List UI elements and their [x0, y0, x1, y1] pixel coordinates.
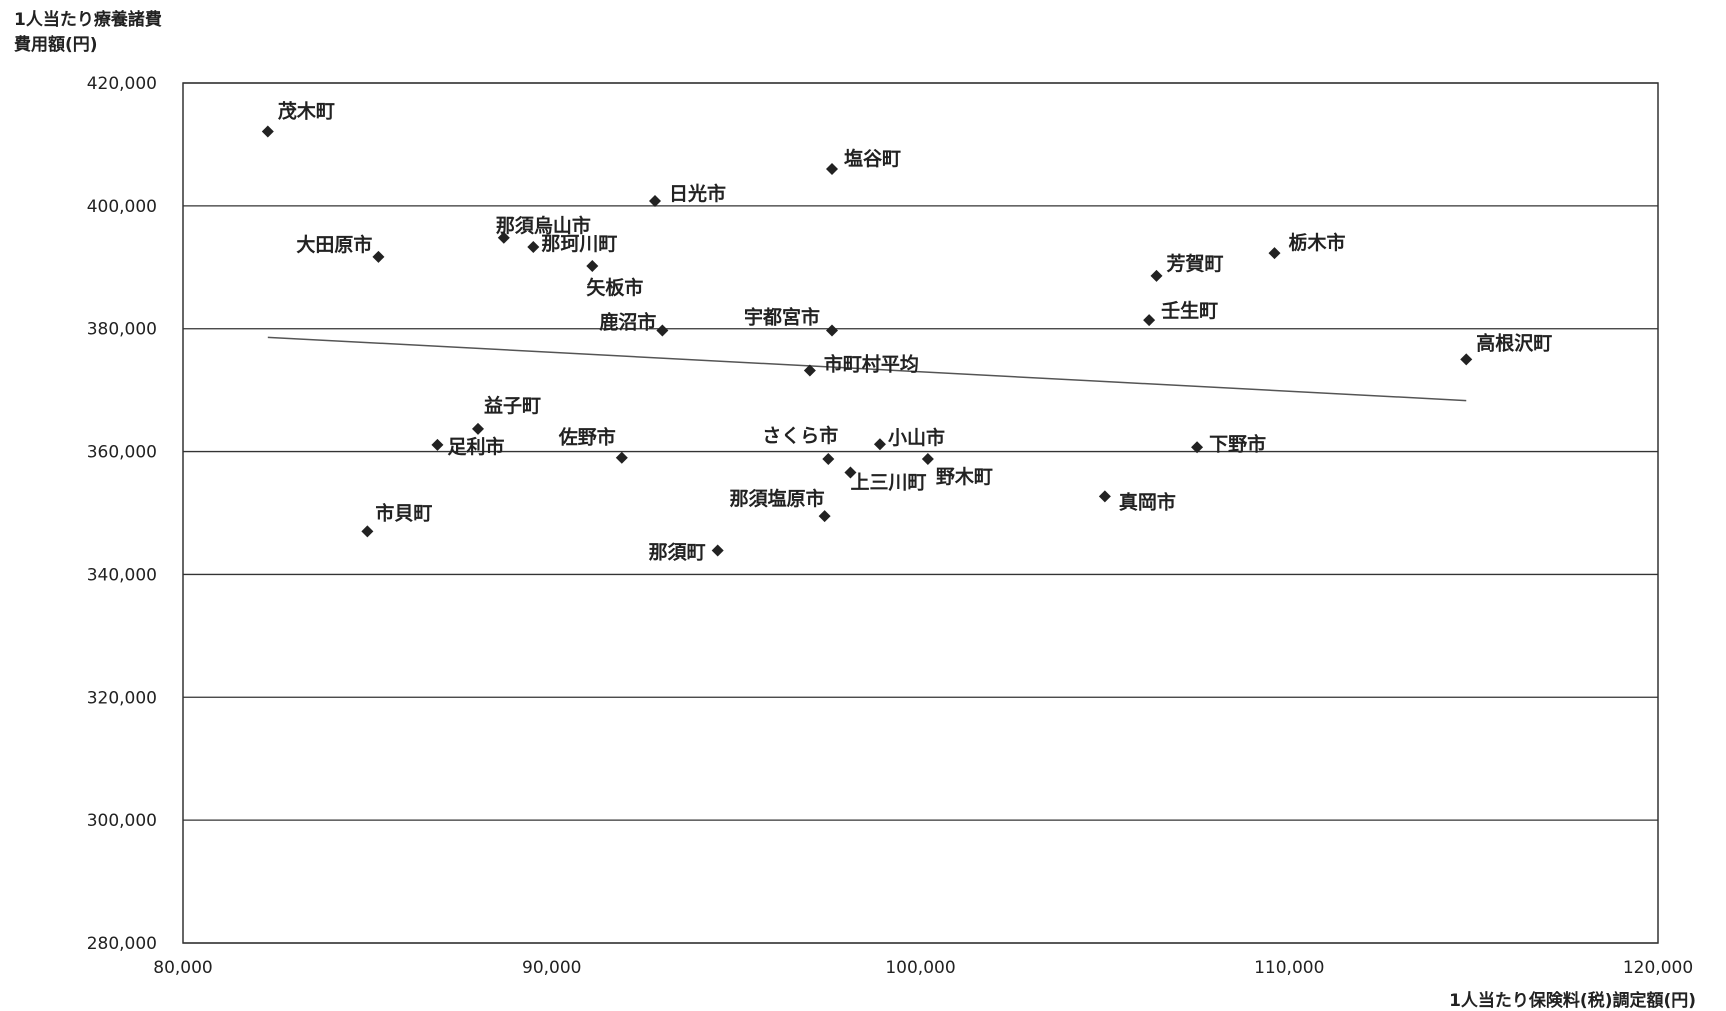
- data-point-label: 矢板市: [586, 276, 643, 299]
- x-tick-label: 80,000: [153, 958, 212, 978]
- data-point-marker: [361, 525, 374, 538]
- data-point-marker: [844, 466, 857, 479]
- data-point-marker: [826, 324, 838, 337]
- data-point-marker: [822, 452, 835, 465]
- data-point-marker: [431, 438, 444, 451]
- data-point-marker: [615, 451, 628, 464]
- data-point-label: 市町村平均: [824, 352, 919, 375]
- data-point-marker: [873, 438, 886, 451]
- data-point-label: 鹿沼市: [599, 311, 656, 334]
- x-tick-label: 90,000: [522, 958, 581, 978]
- trend-line: [267, 336, 1467, 402]
- data-point-marker: [1268, 247, 1281, 260]
- data-point-label: 高根沢町: [1476, 331, 1552, 354]
- data-point-label: 塩谷町: [844, 147, 901, 170]
- data-point-marker: [1150, 269, 1163, 282]
- data-point-marker: [497, 231, 510, 244]
- x-tick-label: 110,000: [1254, 958, 1324, 978]
- x-axis-ticks: 80,000 90,000 100,000 110,000 120,000: [153, 958, 1693, 978]
- x-tick-label: 100,000: [885, 958, 955, 978]
- y-axis-title-line-1: 1人当たり療養諸費: [14, 10, 162, 30]
- data-point-label: さくら市: [762, 424, 838, 447]
- data-point-label: 下野市: [1209, 432, 1266, 455]
- y-axis-title: 1人当たり療養諸費 費用額(円): [14, 8, 162, 58]
- data-point-marker: [1143, 314, 1156, 327]
- data-point-label: 芳賀町: [1167, 252, 1224, 275]
- data-point-label: 大田原市: [296, 233, 372, 256]
- y-tick-label: 420,000: [87, 74, 157, 94]
- data-point-label: 日光市: [669, 182, 726, 205]
- y-tick-label: 380,000: [87, 320, 157, 340]
- y-tick-label: 340,000: [87, 565, 157, 585]
- data-point-label: 上三川町: [850, 471, 926, 493]
- data-point-marker: [711, 544, 724, 557]
- y-tick-label: 360,000: [87, 443, 157, 463]
- data-point-marker: [586, 260, 599, 273]
- x-tick-label: 120,000: [1623, 958, 1693, 978]
- data-point-marker: [527, 241, 540, 254]
- data-point-label: 市貝町: [375, 501, 432, 524]
- y-axis-ticks: 420,000 400,000 380,000 360,000 340,000 320,0…: [87, 74, 157, 954]
- data-point-marker: [649, 194, 661, 207]
- data-point-label: 那須塩原市: [730, 487, 825, 510]
- y-tick-label: 300,000: [87, 811, 157, 831]
- data-point-label: 壬生町: [1161, 299, 1218, 322]
- data-point-marker: [1191, 441, 1204, 454]
- data-point-label: 那須町: [649, 541, 706, 563]
- data-point-label: 宇都宮市: [744, 306, 820, 329]
- data-point-label: 野木町: [936, 465, 993, 488]
- data-point-marker: [261, 125, 274, 138]
- plot-area-frame: [182, 82, 1659, 944]
- data-point-label: 小山市: [888, 426, 945, 449]
- data-point-marker: [921, 452, 934, 465]
- data-point-marker: [1098, 490, 1111, 503]
- data-points: [261, 125, 1473, 557]
- data-point-label: 茂木町: [278, 100, 335, 123]
- data-point-label: 那須烏山市: [496, 214, 591, 237]
- data-point-label: 那珂川町: [541, 233, 617, 255]
- data-point-label: 足利市: [447, 435, 504, 458]
- data-point-label: 真岡市: [1119, 490, 1176, 513]
- y-tick-label: 280,000: [87, 934, 157, 954]
- data-point-marker: [803, 364, 816, 377]
- data-point-marker: [372, 250, 385, 263]
- data-point-marker: [656, 324, 669, 337]
- data-point-label: 益子町: [484, 394, 541, 417]
- data-point-label: 栃木市: [1289, 231, 1346, 254]
- y-axis-title-line-2: 費用額(円): [14, 35, 98, 55]
- y-tick-label: 320,000: [87, 688, 157, 708]
- data-point-marker: [818, 510, 831, 523]
- data-point-marker: [472, 422, 484, 435]
- data-point-label: 佐野市: [558, 426, 616, 449]
- data-point-marker: [1460, 353, 1473, 366]
- y-tick-label: 400,000: [87, 197, 157, 217]
- data-point-marker: [826, 163, 838, 175]
- x-axis-title: 1人当たり保険料(税)調定額(円): [1449, 991, 1696, 1011]
